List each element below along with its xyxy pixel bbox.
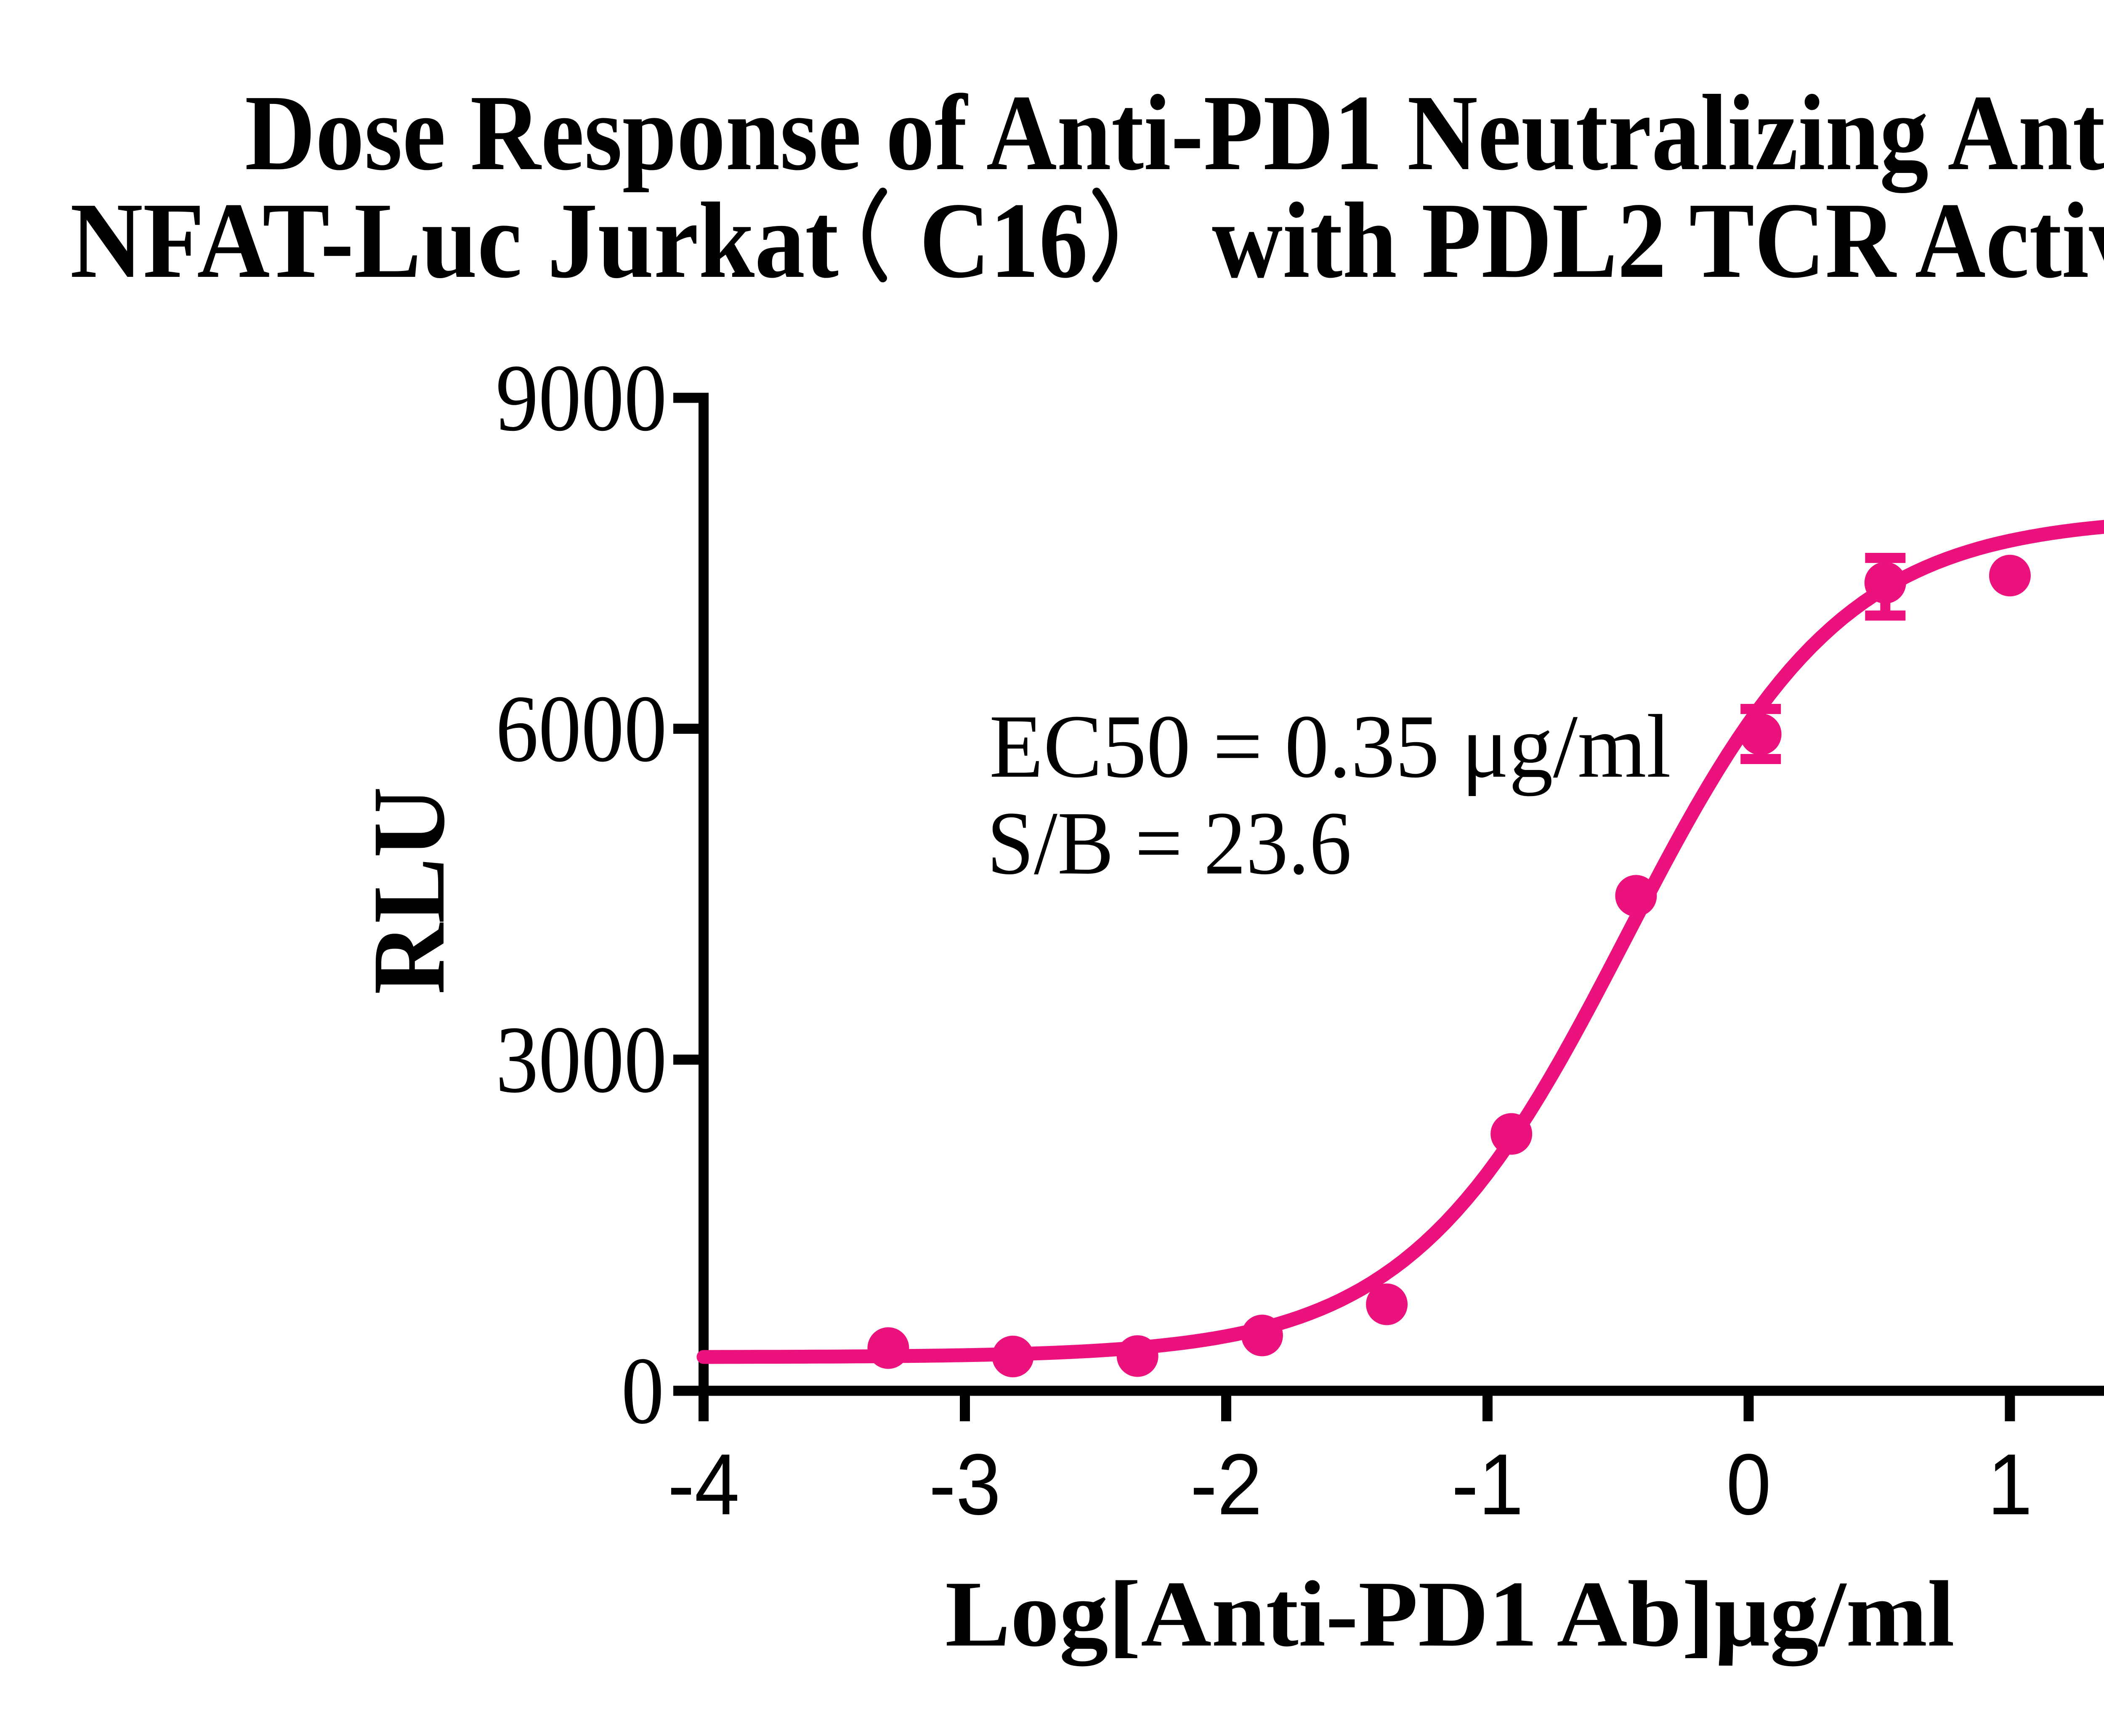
- svg-text:S/B = 23.6: S/B = 23.6: [987, 793, 1352, 893]
- svg-text:6000: 6000: [496, 676, 667, 782]
- svg-text:0: 0: [1726, 1436, 1771, 1533]
- svg-text:0: 0: [621, 1338, 664, 1444]
- svg-text:-3: -3: [929, 1436, 1001, 1533]
- svg-text:1: 1: [1987, 1436, 2032, 1533]
- svg-text:EC50 = 0.35 μg/ml: EC50 = 0.35 μg/ml: [989, 696, 1671, 796]
- svg-text:Dose Response of Anti-PD1 Neut: Dose Response of Anti-PD1 Neutralizing A…: [245, 72, 2104, 194]
- svg-text:-2: -2: [1190, 1436, 1262, 1533]
- svg-text:Log[Anti-PD1 Ab]μg/ml: Log[Anti-PD1 Ab]μg/ml: [945, 1562, 1955, 1667]
- svg-text:-1: -1: [1452, 1436, 1524, 1533]
- svg-text:3000: 3000: [496, 1007, 667, 1113]
- svg-text:RLU: RLU: [352, 787, 466, 995]
- svg-text:-4: -4: [668, 1436, 740, 1533]
- svg-text:9000: 9000: [496, 345, 667, 451]
